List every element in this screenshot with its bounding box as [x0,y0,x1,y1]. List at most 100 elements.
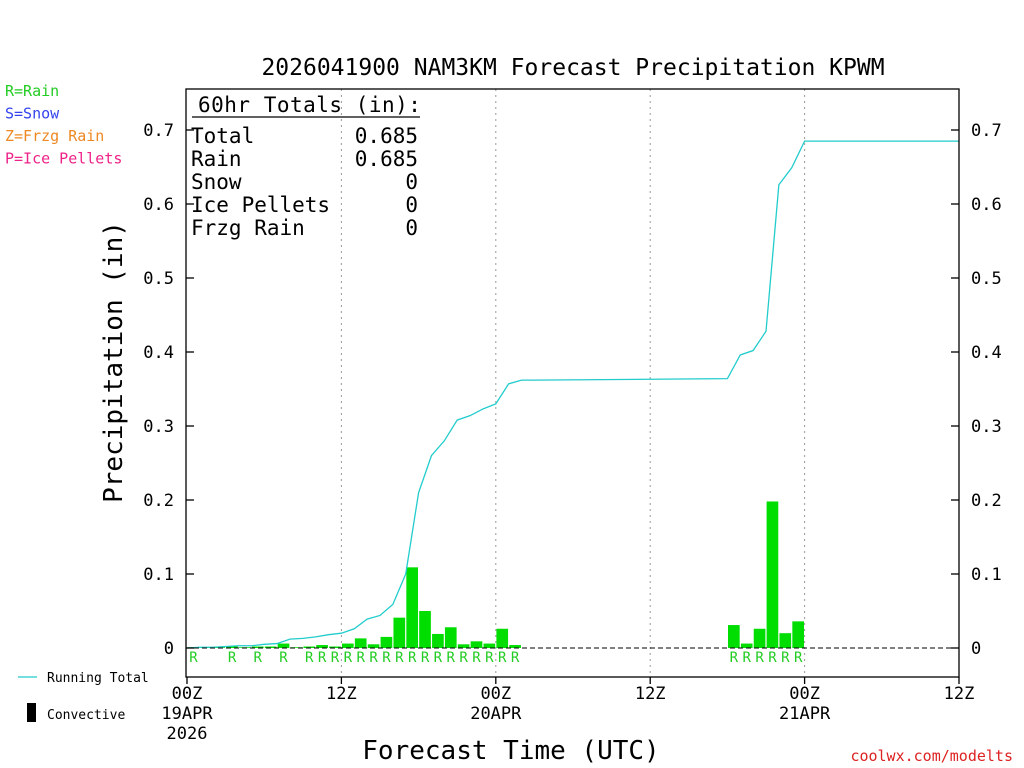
y-axis-left: 0 0.1 0.2 0.3 0.4 0.5 0.6 0.7 [143,121,194,659]
ptype-marker: R [279,650,288,666]
precip-bars [187,501,804,648]
bar-30 [779,633,792,648]
x-tick-label: 12Z [326,684,357,704]
y-tick-label-right: 0.1 [971,565,1002,585]
ptype-marker: R [382,650,391,666]
ptype-marker: R [447,650,456,666]
ptype-marker: R [730,650,739,666]
ptype-marker: R [434,650,443,666]
bar-17 [406,567,418,648]
bar-3 [226,646,238,648]
ptype-marker: R [794,650,803,666]
y-tick-label-left: 0.1 [143,565,174,585]
bar-12 [342,643,354,648]
bar-10 [316,645,328,648]
x-tick-label: 00Z [172,684,203,704]
x-tick-label: 12Z [944,684,975,704]
ptype-marker: R [498,650,507,666]
bar-23 [483,643,496,648]
bar-20 [444,627,457,648]
y-tick-label-right: 0.6 [971,195,1002,215]
ptype-marker: R [742,650,751,666]
totals-row-value: 0 [405,193,418,217]
type-legend-item: P=Ice Pellets [5,150,122,168]
x-tick-date: 21APR [779,704,831,724]
running-total-legend-label: Running Total [47,671,149,686]
grid-lines [340,89,806,677]
y-tick-label-left: 0.5 [143,269,174,289]
bar-26 [728,625,740,648]
ptype-marker: R [421,650,430,666]
bar-9 [303,646,316,648]
ptype-marker: R [369,650,378,666]
y-tick-label-right: 0.4 [971,343,1002,363]
chart-title: 2026041900 NAM3KM Forecast Precipitation… [261,55,884,81]
bar-28 [753,628,766,648]
totals-row-value: 0.685 [355,147,418,171]
bar-29 [766,501,779,648]
ptype-marker: R [395,650,404,666]
type-legend-item: S=Snow [5,105,60,123]
ptype-marker: R [755,650,764,666]
ptype-marker: R [768,650,777,666]
x-axis-label: Forecast Time (UTC) [362,736,659,766]
y-tick-label-left: 0.6 [143,195,174,215]
bar-14 [367,644,380,648]
plot-frame [185,88,960,678]
y-tick-label-left: 0.3 [143,417,174,437]
bar-18 [419,611,431,648]
bar-5 [251,646,264,648]
ptype-marker: R [189,650,198,666]
y-tick-label-left: 0.4 [143,343,174,363]
bar-27 [740,643,753,648]
ptype-marker: R [331,650,340,666]
totals-box: 60hr Totals (in): Total 0.685 Rain 0.685 Snow… [191,93,421,240]
totals-row-label: Snow [191,170,242,194]
running-total-line [186,140,959,649]
ptype-marker: R [228,650,237,666]
credit-text: coolwx.com/modelts [850,747,1013,765]
bar-16 [393,617,406,648]
type-legend-item: R=Rain [5,82,59,100]
precip-type-legend: R=Rain S=Snow Z=Frzg Rain P=Ice Pellets [5,82,122,168]
ptype-marker: R [356,650,365,666]
ptype-marker: R [254,650,263,666]
x-tick-label: 00Z [789,684,820,704]
totals-header: 60hr Totals (in): [198,93,421,117]
bar-22 [470,641,483,648]
y-tick-label-right: 0.5 [971,269,1002,289]
totals-row-label: Rain [191,147,242,171]
ptype-marker: R [344,650,353,666]
ptype-marker: R [511,650,520,666]
bar-8 [290,647,303,648]
y-tick-label-right: 0.2 [971,491,1002,511]
x-tick-date: 20APR [470,704,522,724]
x-tick-date: 19APR [161,704,213,724]
y-tick-label-right: 0.7 [971,121,1002,141]
y-axis-label: Precipitation (in) [99,221,129,503]
bar-24 [496,628,509,648]
bar-7 [277,643,290,648]
totals-row-label: Frzg Rain [191,216,305,240]
ptype-marker: R [305,650,314,666]
bar-13 [354,638,367,648]
series-legend: Running Total Convective [18,671,149,723]
totals-row-label: Total [191,124,254,148]
totals-row-value: 0 [405,170,418,194]
ptype-marker: R [408,650,417,666]
y-axis-right: 0 0.1 0.2 0.3 0.4 0.5 0.6 0.7 [951,121,1002,659]
totals-row-value: 0 [405,216,418,240]
ptype-marker: R [459,650,468,666]
x-tick-label: 12Z [635,684,666,704]
y-tick-label-left: 0 [164,639,174,659]
bar-21 [457,644,470,648]
type-legend-item: Z=Frzg Rain [5,127,104,145]
x-tick-year: 2026 [167,724,208,744]
y-tick-label-left: 0.7 [143,121,174,141]
totals-row-value: 0.685 [355,124,418,148]
x-tick-label: 00Z [480,684,511,704]
ptype-marker: R [472,650,481,666]
convective-swatch [27,703,36,722]
bar-19 [432,633,444,648]
bar-15 [380,636,393,648]
